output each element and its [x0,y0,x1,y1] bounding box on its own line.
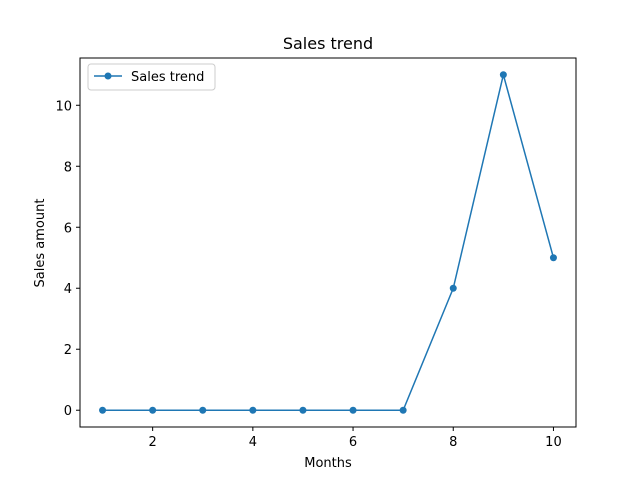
legend-entry-label: Sales trend [131,70,204,85]
x-tick-label: 4 [249,435,257,450]
data-point [499,71,507,79]
data-point [149,406,157,414]
chart-title: Sales trend [283,34,373,53]
data-point [199,406,207,414]
legend-box [87,63,216,91]
y-tick-label: 2 [64,343,72,358]
y-axis-ticks: 0 2 4 6 8 10 [55,99,80,419]
data-point [99,406,107,414]
x-tick-label: 6 [349,435,357,450]
x-tick-label: 10 [545,435,562,450]
data-point [549,254,557,262]
legend-marker-swatch [104,72,112,80]
x-axis-label: Months [304,456,352,471]
y-axis-label: Sales amount [33,199,48,288]
y-tick-label: 6 [64,221,72,236]
y-tick-label: 0 [64,404,72,419]
x-axis-ticks: 2 4 6 8 10 [149,427,562,450]
data-point [249,406,257,414]
data-point [449,284,457,292]
series-line [102,74,555,411]
plot-area: 2 4 6 8 10 0 2 4 6 8 10 [55,57,577,450]
y-tick-label: 10 [55,99,72,114]
series-layer [99,71,557,414]
data-point [299,406,307,414]
y-tick-label: 4 [64,282,72,297]
plot-frame [79,57,577,428]
data-point [349,406,357,414]
data-point [399,406,407,414]
x-tick-label: 2 [149,435,157,450]
legend: Sales trend [87,63,216,91]
y-tick-label: 8 [64,160,72,175]
x-tick-label: 8 [449,435,457,450]
